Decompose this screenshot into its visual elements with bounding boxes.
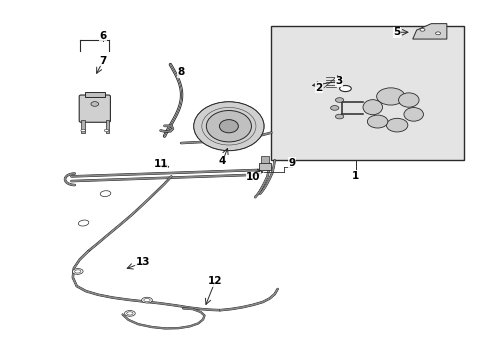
Ellipse shape xyxy=(91,102,99,106)
Ellipse shape xyxy=(376,88,404,105)
Ellipse shape xyxy=(362,100,382,115)
Ellipse shape xyxy=(78,220,89,226)
Text: 2: 2 xyxy=(314,83,322,93)
Ellipse shape xyxy=(104,129,108,132)
Text: 11: 11 xyxy=(153,159,167,169)
Text: 4: 4 xyxy=(219,156,226,166)
Text: 1: 1 xyxy=(351,171,359,181)
Ellipse shape xyxy=(206,111,251,142)
Text: 8: 8 xyxy=(177,67,184,77)
Ellipse shape xyxy=(100,191,111,197)
Ellipse shape xyxy=(193,102,264,151)
Text: 5: 5 xyxy=(392,27,400,37)
Ellipse shape xyxy=(366,115,387,128)
Ellipse shape xyxy=(124,311,135,316)
Ellipse shape xyxy=(72,269,83,274)
Ellipse shape xyxy=(339,86,350,91)
Text: 6: 6 xyxy=(99,31,106,41)
FancyBboxPatch shape xyxy=(79,95,110,122)
Bar xyxy=(261,156,268,163)
Ellipse shape xyxy=(142,297,152,303)
Ellipse shape xyxy=(398,93,418,107)
Ellipse shape xyxy=(403,108,423,121)
Text: 9: 9 xyxy=(288,158,295,168)
Text: 3: 3 xyxy=(334,76,342,86)
Text: 7: 7 xyxy=(99,56,106,66)
Text: 12: 12 xyxy=(207,276,222,286)
Text: 13: 13 xyxy=(136,257,150,267)
Bar xyxy=(259,163,270,170)
Ellipse shape xyxy=(81,129,85,132)
Ellipse shape xyxy=(335,98,343,102)
Text: 10: 10 xyxy=(245,172,260,182)
Polygon shape xyxy=(412,24,446,39)
Ellipse shape xyxy=(330,105,338,110)
Bar xyxy=(81,120,84,134)
Ellipse shape xyxy=(386,118,407,132)
Ellipse shape xyxy=(435,32,440,35)
Ellipse shape xyxy=(335,114,343,119)
Bar xyxy=(105,120,109,134)
Ellipse shape xyxy=(219,120,238,133)
Ellipse shape xyxy=(419,28,424,31)
Bar xyxy=(85,92,104,97)
Bar xyxy=(271,26,463,160)
